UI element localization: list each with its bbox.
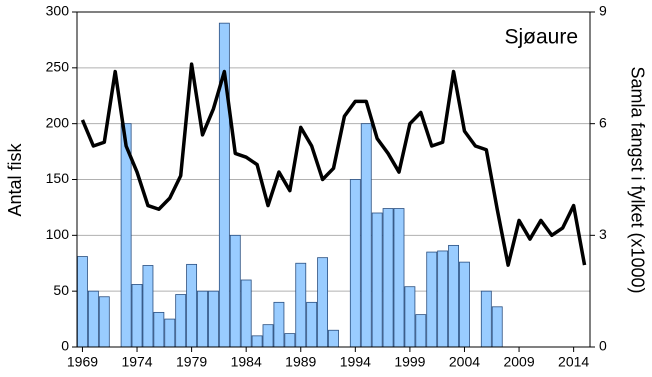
- bar: [360, 123, 372, 348]
- bar: [153, 311, 165, 348]
- y-tick-label: 250: [46, 59, 70, 75]
- bar: [382, 208, 394, 348]
- bar: [262, 324, 274, 348]
- x-tick-label: 1969: [67, 354, 98, 370]
- x-tick-label: 1999: [394, 354, 425, 370]
- y-tick-label: 200: [46, 114, 70, 130]
- bar: [142, 265, 154, 348]
- y2-tick-label: 0: [599, 338, 607, 354]
- y-tick-label: 100: [46, 226, 70, 242]
- bar: [306, 301, 318, 348]
- bar: [393, 208, 405, 348]
- y2-tick-label: 3: [599, 226, 607, 242]
- x-tick-label: 1974: [121, 354, 152, 370]
- bar: [273, 301, 285, 348]
- x-tick-label: 2004: [449, 354, 480, 370]
- annotation: Sjøaure: [504, 26, 578, 49]
- y-tick-label: 300: [46, 3, 70, 19]
- x-tick-label: 1994: [340, 354, 371, 370]
- x-tick-label: 2014: [558, 354, 589, 370]
- bar: [284, 333, 296, 348]
- bar: [426, 251, 438, 348]
- x-tick-label: 1979: [176, 354, 207, 370]
- bar: [131, 284, 143, 348]
- y-tick-label: 50: [53, 282, 69, 298]
- bar: [371, 212, 383, 348]
- bar: [437, 250, 449, 348]
- bar: [404, 286, 416, 348]
- bar: [491, 306, 503, 348]
- bar: [328, 329, 339, 348]
- bar: [98, 296, 110, 348]
- line: [80, 62, 587, 267]
- bar: [175, 294, 187, 348]
- bar: [229, 234, 241, 348]
- bar: [197, 290, 208, 348]
- y-axis-label: Antal fisk: [5, 142, 25, 216]
- bar: [349, 179, 361, 348]
- bar: [77, 256, 88, 348]
- bar: [480, 290, 492, 348]
- bar: [164, 318, 176, 348]
- y-tick-label: 150: [46, 170, 70, 186]
- bar: [448, 244, 459, 348]
- y2-tick-label: 9: [599, 3, 607, 19]
- bar: [317, 257, 329, 348]
- bar: [186, 263, 198, 348]
- x-tick-label: 2009: [503, 354, 534, 370]
- y-tick-label: 0: [61, 338, 69, 354]
- bar: [459, 261, 470, 348]
- bar: [240, 279, 252, 348]
- y2-tick-label: 6: [599, 114, 607, 130]
- bar: [251, 335, 263, 348]
- bar: [208, 290, 219, 348]
- plot-frame: [76, 11, 591, 348]
- bar: [415, 314, 427, 348]
- y2-axis-label: Samla fangst i fylket (x1000): [627, 66, 647, 293]
- bar: [295, 262, 307, 348]
- x-tick-label: 1989: [285, 354, 316, 370]
- bar: [87, 290, 99, 348]
- x-tick-label: 1984: [231, 354, 262, 370]
